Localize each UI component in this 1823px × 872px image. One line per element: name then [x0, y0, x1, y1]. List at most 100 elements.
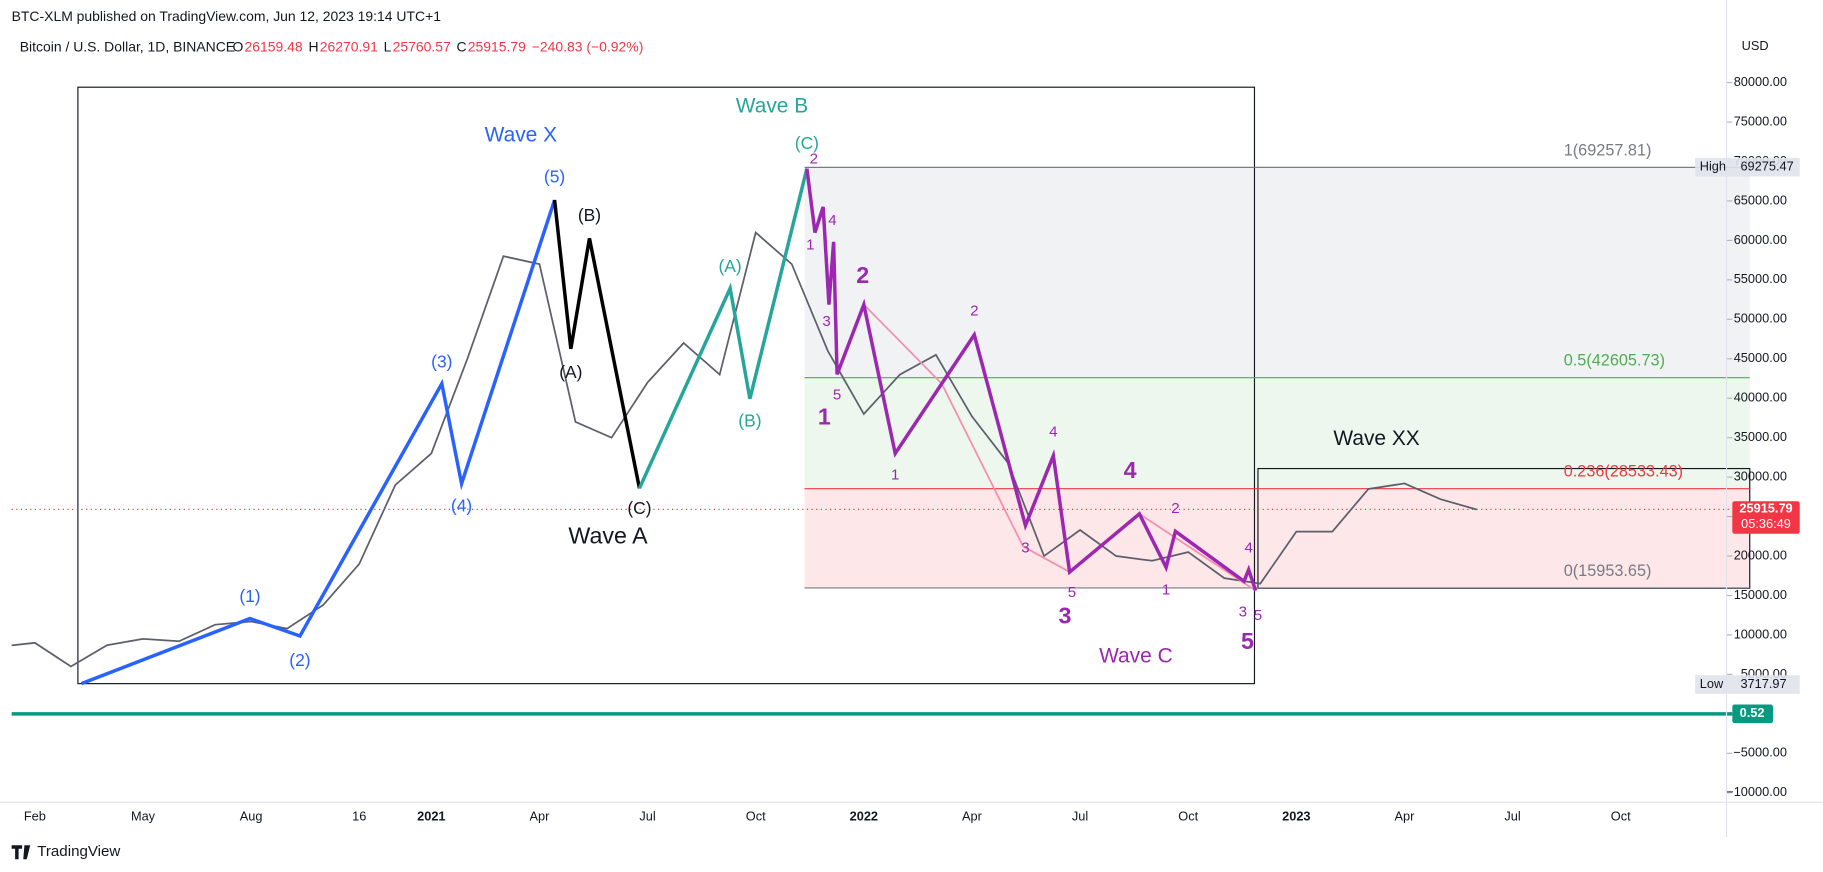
wave-box [77, 86, 1256, 685]
wave-label: (5) [544, 167, 565, 187]
wave-label: (C) [627, 498, 651, 518]
ohlc-label: H [308, 38, 318, 54]
wave-label: 4 [1124, 457, 1137, 483]
x-tick-label: 16 [352, 809, 366, 824]
wave-label: 4 [828, 212, 836, 229]
wave-label: (A) [559, 362, 582, 382]
ohlc: O 26159.48 H 26270.91 L 25760.57 C 25915.79 −240… [233, 38, 644, 54]
wave-label: (4) [451, 496, 472, 516]
high-value: 69275.47 [1740, 159, 1793, 174]
wave-label: 1 [1162, 582, 1170, 599]
high-name: High [1700, 159, 1726, 174]
y-tick-label: 35000.00 [1734, 429, 1787, 444]
ohlc-value: 26270.91 [320, 38, 378, 54]
x-tick-label: Apr [1395, 809, 1416, 824]
wave-label: 2 [810, 150, 818, 167]
low-tag [1695, 675, 1800, 694]
wave-label: 3 [1058, 603, 1071, 629]
wave-line [552, 199, 642, 489]
x-tick-label: 2023 [1282, 809, 1310, 824]
x-tick-label: 2022 [850, 809, 878, 824]
y-tick-label: −10000.00 [1726, 784, 1787, 799]
wave-label: (3) [431, 351, 452, 371]
x-tick-label: Aug [240, 809, 263, 824]
x-tick-label: Feb [24, 809, 46, 824]
logo [11, 845, 31, 860]
wave-label: 5 [1068, 584, 1076, 601]
y-tick-label: 45000.00 [1734, 350, 1787, 365]
baseline-label: 0.52 [1740, 705, 1765, 720]
fib-zone [804, 489, 1750, 589]
y-tick-label: 60000.00 [1734, 232, 1787, 247]
wave-label: Wave XX [1333, 427, 1419, 450]
wave-label: (2) [289, 650, 310, 670]
wave-label: (1) [239, 586, 260, 606]
x-tick-label: Jul [639, 809, 655, 824]
x-tick-label: Oct [746, 809, 766, 824]
x-tick-label: Apr [530, 809, 551, 824]
publisher: BTC-XLM published on TradingView.com, Ju… [12, 8, 442, 24]
fib-label: 0.5(42605.73) [1564, 352, 1665, 370]
x-tick-label: May [131, 809, 156, 824]
fib-label: 1(69257.81) [1564, 141, 1652, 159]
wave-line [80, 199, 557, 686]
wave-label: Wave C [1099, 644, 1173, 667]
wave-label: 1 [806, 236, 814, 253]
fib-zone [804, 167, 1750, 378]
wave-label: Wave A [568, 522, 648, 548]
x-tick-label: Apr [962, 809, 983, 824]
y-tick-label: 75000.00 [1734, 113, 1787, 128]
countdown: 05:36:49 [1741, 516, 1791, 531]
y-tick-label: 40000.00 [1734, 390, 1787, 405]
wave-label: 1 [891, 467, 899, 484]
wave-line [1138, 513, 1257, 592]
wave-label: (B) [738, 411, 761, 431]
y-tick-label: −5000.00 [1733, 745, 1787, 760]
last-price-tag [1732, 501, 1800, 534]
ohlc-value: 25915.79 [468, 38, 526, 54]
wave-label: 4 [1049, 423, 1057, 440]
wave-label: 5 [1241, 628, 1254, 654]
y-tick-label: 65000.00 [1734, 192, 1787, 207]
y-tick-label: 80000.00 [1734, 74, 1787, 89]
wave-line [863, 304, 1071, 573]
wave-line [805, 168, 1258, 592]
x-tick-label: Oct [1178, 809, 1198, 824]
wave-label: 3 [1239, 604, 1247, 621]
x-tick-label: Oct [1611, 809, 1631, 824]
baseline-tag [1732, 704, 1774, 724]
wave-label: Wave X [485, 124, 557, 147]
fib-label: 0.236(28533.43) [1564, 463, 1683, 481]
y-tick-label: 20000.00 [1734, 547, 1787, 562]
wave-label: 2 [970, 303, 978, 320]
last-price-label: 25915.79 [1739, 501, 1792, 516]
high-tag [1695, 157, 1800, 177]
brand: TradingView [37, 843, 120, 860]
wave-label: 1 [818, 404, 831, 430]
wave-label: 3 [1021, 540, 1029, 557]
fib-zone [804, 377, 1750, 490]
wave-label: 5 [833, 386, 841, 403]
x-tick-label: Jul [1504, 809, 1520, 824]
currency: USD [1742, 38, 1769, 53]
x-tick-label: Jul [1072, 809, 1088, 824]
low-value: 3717.97 [1740, 676, 1786, 691]
wave-label: 2 [856, 262, 869, 288]
y-tick-label: 30000.00 [1734, 469, 1787, 484]
wave-label: 2 [1171, 500, 1179, 517]
wave-line [637, 168, 809, 490]
fib-label: 0(15953.65) [1564, 562, 1652, 580]
y-tick-label: 55000.00 [1734, 271, 1787, 286]
wave-label: (C) [795, 133, 819, 153]
wave-label: 5 [1254, 607, 1262, 624]
symbol: Bitcoin / U.S. Dollar, 1D, BINANCE [20, 38, 235, 54]
x-tick-label: 2021 [417, 809, 445, 824]
wave-label: Wave B [736, 95, 808, 118]
wave-label: 3 [822, 313, 830, 330]
y-tick-label: 10000.00 [1734, 626, 1787, 641]
ohlc-value: 26159.48 [245, 38, 303, 54]
y-tick-label: 15000.00 [1734, 587, 1787, 602]
ohlc-label: O [233, 38, 244, 54]
wave-label: (A) [719, 256, 742, 276]
